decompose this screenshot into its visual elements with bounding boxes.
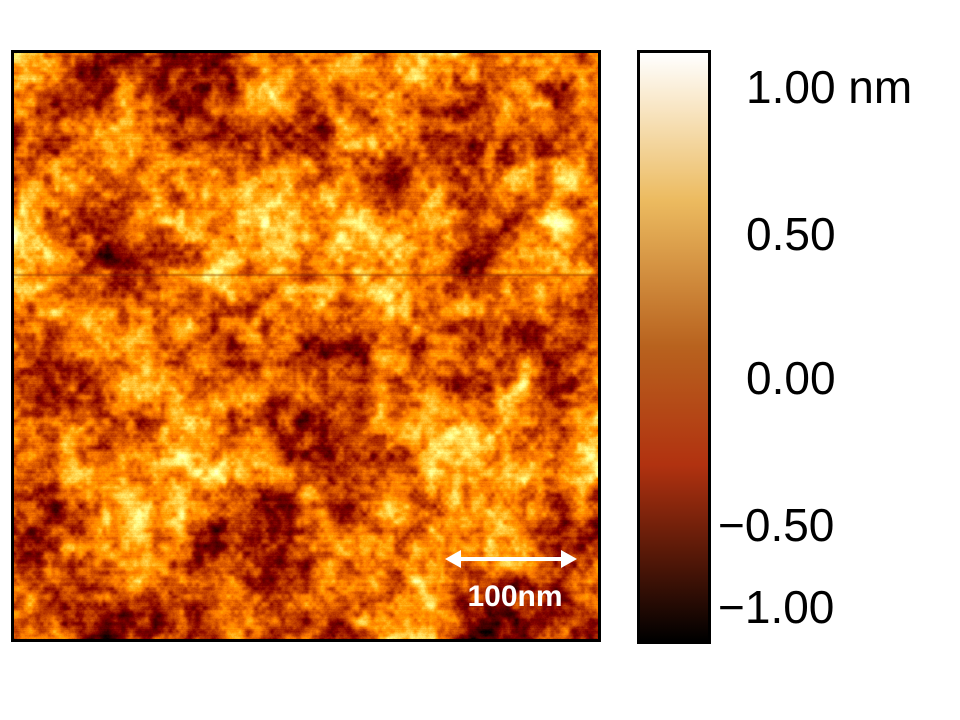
colorbar-tick-half: 0.50 <box>746 208 836 260</box>
colorbar-tick-neg-half: −0.50 <box>718 499 835 551</box>
colorbar-tick-min: −1.00 <box>718 581 835 633</box>
scale-bar-label: 100nm <box>467 580 563 613</box>
scale-bar-arrow <box>445 550 577 568</box>
colorbar-tick-zero: 0.00 <box>746 352 836 404</box>
afm-surface-texture <box>14 53 598 639</box>
height-colorbar <box>637 50 711 644</box>
colorbar-tick-max: 1.00 nm <box>746 61 913 113</box>
afm-height-image <box>11 50 601 642</box>
